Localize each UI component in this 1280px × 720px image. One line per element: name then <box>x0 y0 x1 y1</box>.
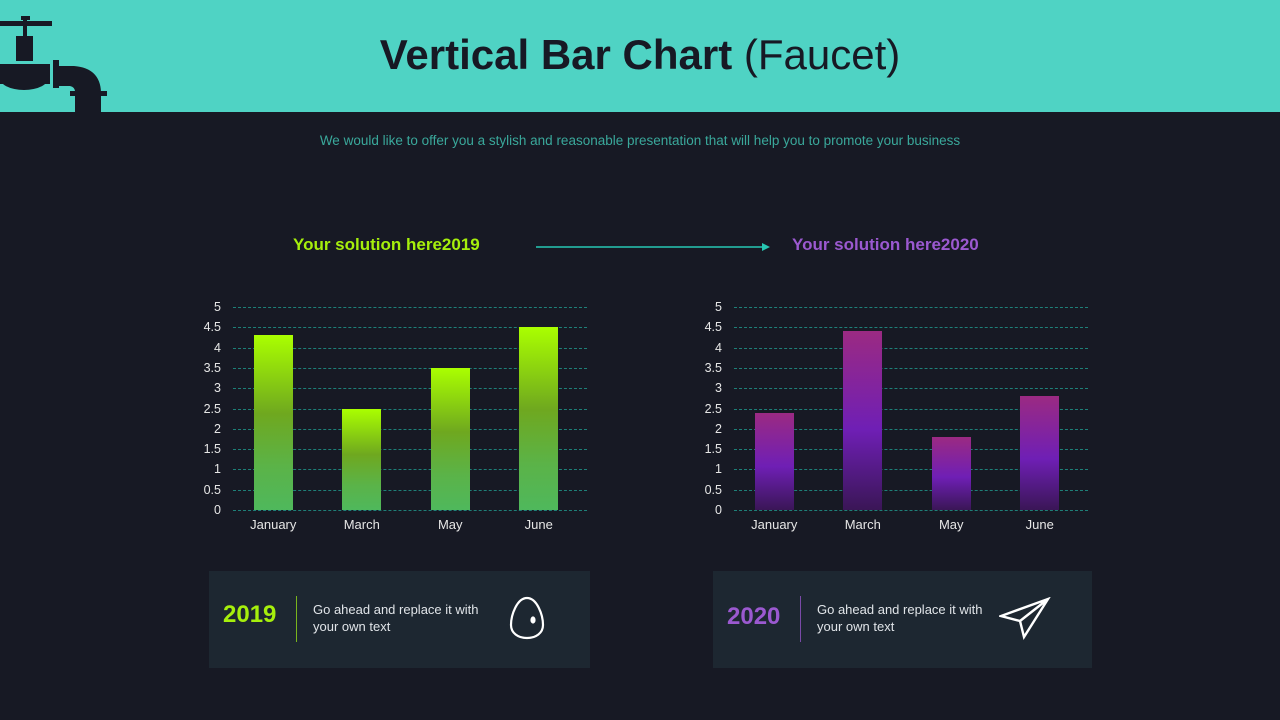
bar-may[interactable] <box>931 436 971 510</box>
x-tick-label: May <box>437 517 463 532</box>
y-tick-label: 3 <box>214 381 221 396</box>
subtitle: We would like to offer you a stylish and… <box>319 133 961 148</box>
y-tick-label: 2 <box>715 421 722 436</box>
y-tick-label: 1.5 <box>704 442 722 457</box>
gridline <box>233 327 587 329</box>
gridline <box>734 449 1088 451</box>
x-tick-label: March <box>844 517 881 532</box>
gridline <box>233 408 587 410</box>
header-banner: Vertical Bar Chart (Faucet) <box>0 0 1280 112</box>
gridline <box>233 347 587 349</box>
bar-january[interactable] <box>754 412 794 510</box>
y-tick-label: 3.5 <box>203 360 221 375</box>
bar-may[interactable] <box>430 367 470 510</box>
gridline <box>734 469 1088 471</box>
gridline <box>233 428 587 430</box>
card-2019: 2019 Go ahead and replace it with your o… <box>209 571 590 668</box>
y-tick-label: 1 <box>715 462 722 477</box>
divider <box>800 596 801 642</box>
plot-area: 0 0.5 1 1.5 2 2.5 3 3.5 4 4.5 5 January March May June <box>204 300 587 532</box>
bar-march[interactable] <box>843 331 883 510</box>
gridline <box>734 510 1088 511</box>
gridline <box>233 489 587 491</box>
gridline <box>734 347 1088 349</box>
series-label-2020: Your solution here2020 <box>792 235 979 254</box>
y-tick-label: 0.5 <box>203 482 221 497</box>
bar-chart-2020: 0 0.5 1 1.5 2 2.5 3 3.5 4 4.5 5 January March May June <box>696 295 1096 535</box>
y-tick-label: 4 <box>715 340 722 355</box>
card-text: Go ahead and replace it with your own te… <box>817 602 983 634</box>
x-tick-label: January <box>751 517 798 532</box>
gridline <box>233 449 587 451</box>
bar-march[interactable] <box>342 408 382 510</box>
gridline <box>734 327 1088 329</box>
gridline <box>734 408 1088 410</box>
card-year: 2020 <box>727 603 781 630</box>
gridline <box>734 307 1088 308</box>
gridline <box>233 307 587 308</box>
plot-area: 0 0.5 1 1.5 2 2.5 3 3.5 4 4.5 5 January March May June <box>705 300 1088 532</box>
y-tick-label: 5 <box>715 300 722 314</box>
bar-chart-2019: 0 0.5 1 1.5 2 2.5 3 3.5 4 4.5 5 January March May June <box>195 295 595 535</box>
page-title: Vertical Bar Chart (Faucet) <box>0 30 1280 80</box>
gridline <box>233 367 587 369</box>
gridline <box>734 367 1088 369</box>
y-tick-label: 2.5 <box>704 401 722 416</box>
y-tick-label: 4.5 <box>704 320 722 335</box>
y-tick-label: 0 <box>214 503 221 517</box>
x-tick-label: June <box>524 517 553 532</box>
y-tick-label: 3 <box>715 381 722 396</box>
y-tick-label: 2.5 <box>203 401 221 416</box>
gridline <box>734 388 1088 390</box>
bar-june[interactable] <box>1020 396 1060 510</box>
bar-june[interactable] <box>519 327 559 510</box>
arrow-right-icon <box>536 243 770 251</box>
y-tick-label: 0 <box>715 503 722 517</box>
series-label-2019: Your solution here2019 <box>293 235 480 254</box>
gridline <box>233 510 587 511</box>
x-tick-label: January <box>250 517 297 532</box>
title-light: (Faucet) <box>743 31 901 78</box>
divider <box>296 596 297 642</box>
gridline <box>233 469 587 471</box>
y-tick-label: 4.5 <box>203 320 221 335</box>
y-tick-label: 2 <box>214 421 221 436</box>
gridline <box>233 388 587 390</box>
card-text: Go ahead and replace it with your own te… <box>313 602 479 634</box>
y-tick-label: 5 <box>214 300 221 314</box>
faucet-icon <box>0 16 107 112</box>
title-bold: Vertical Bar Chart <box>379 31 733 78</box>
y-tick-label: 4 <box>214 340 221 355</box>
gridline <box>734 428 1088 430</box>
egg-icon <box>509 596 545 640</box>
gridline <box>734 489 1088 491</box>
x-tick-label: June <box>1025 517 1054 532</box>
y-tick-label: 0.5 <box>704 482 722 497</box>
bar-january[interactable] <box>253 335 293 510</box>
y-tick-label: 3.5 <box>704 360 722 375</box>
x-tick-label: March <box>343 517 380 532</box>
paper-plane-icon <box>999 597 1051 641</box>
x-tick-label: May <box>938 517 964 532</box>
card-year: 2019 <box>223 601 277 628</box>
y-tick-label: 1 <box>214 462 221 477</box>
card-2020: 2020 Go ahead and replace it with your o… <box>713 571 1092 668</box>
y-tick-label: 1.5 <box>203 442 221 457</box>
